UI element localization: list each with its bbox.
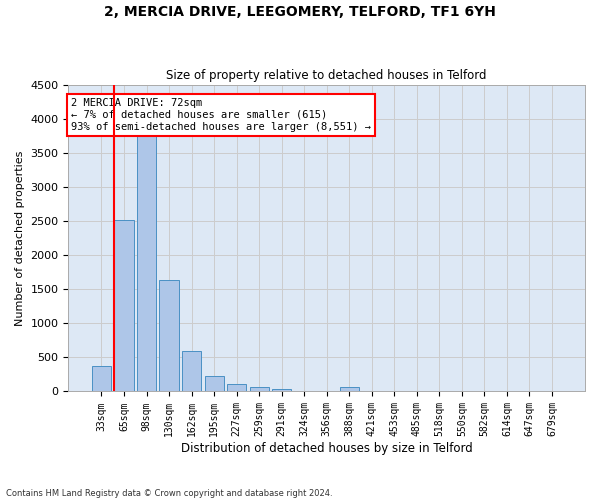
Text: 2 MERCIA DRIVE: 72sqm
← 7% of detached houses are smaller (615)
93% of semi-deta: 2 MERCIA DRIVE: 72sqm ← 7% of detached h… — [71, 98, 371, 132]
Bar — [92, 366, 111, 392]
Bar — [160, 280, 179, 392]
Y-axis label: Number of detached properties: Number of detached properties — [15, 150, 25, 326]
Bar — [182, 351, 201, 392]
Bar — [272, 388, 291, 392]
Bar — [227, 384, 246, 392]
Bar — [137, 136, 156, 392]
Text: 2, MERCIA DRIVE, LEEGOMERY, TELFORD, TF1 6YH: 2, MERCIA DRIVE, LEEGOMERY, TELFORD, TF1… — [104, 5, 496, 19]
Title: Size of property relative to detached houses in Telford: Size of property relative to detached ho… — [166, 69, 487, 82]
Bar — [205, 376, 224, 392]
Bar — [340, 386, 359, 392]
Bar — [115, 220, 134, 392]
X-axis label: Distribution of detached houses by size in Telford: Distribution of detached houses by size … — [181, 442, 473, 455]
Bar — [250, 387, 269, 392]
Text: Contains HM Land Registry data © Crown copyright and database right 2024.: Contains HM Land Registry data © Crown c… — [6, 488, 332, 498]
